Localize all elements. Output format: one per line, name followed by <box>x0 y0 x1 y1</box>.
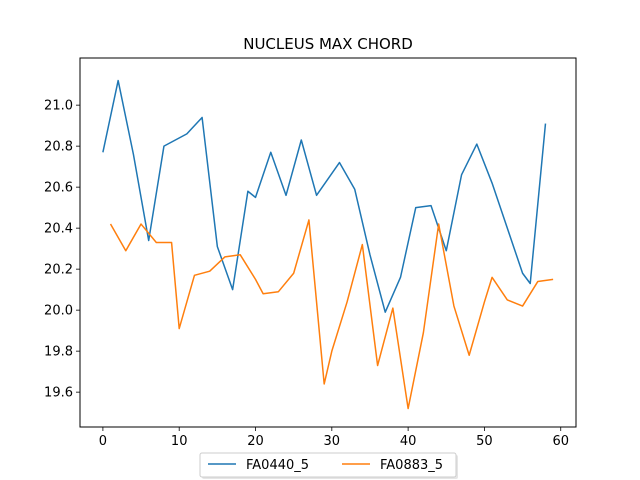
y-tick-label: 19.8 <box>44 345 73 360</box>
chart-title: NUCLEUS MAX CHORD <box>243 35 413 53</box>
legend-box <box>199 452 457 478</box>
y-tick-label: 20.6 <box>44 181 73 196</box>
x-tick-label: 30 <box>324 434 341 449</box>
y-tick-label: 20.4 <box>44 222 73 237</box>
x-axis: 0 10 20 30 40 50 60 <box>99 427 569 449</box>
y-tick-label: 20.2 <box>44 263 73 278</box>
series-line-fa0440-5 <box>102 79 547 313</box>
y-tick-label: 19.6 <box>44 386 73 401</box>
y-tick-label: 20.0 <box>44 304 73 319</box>
x-tick-label: 10 <box>171 434 188 449</box>
series-lines <box>102 79 554 410</box>
legend-label-fa0883: FA0883_5 <box>380 458 443 473</box>
x-tick-label: 40 <box>400 434 417 449</box>
y-tick-label: 20.8 <box>44 140 73 155</box>
x-tick-label: 50 <box>476 434 493 449</box>
x-tick-label: 60 <box>552 434 569 449</box>
legend: FA0440_5 FA0883_5 <box>199 452 458 479</box>
y-tick-label: 21.0 <box>44 99 73 114</box>
x-tick-label: 20 <box>247 434 264 449</box>
series-line-fa0883-5 <box>109 219 554 410</box>
plot-frame <box>79 57 577 428</box>
y-axis: 19.6 19.8 20.0 20.2 20.4 20.6 20.8 21.0 <box>44 99 80 401</box>
legend-label-fa0440: FA0440_5 <box>246 458 309 473</box>
x-tick-label: 0 <box>99 434 107 449</box>
